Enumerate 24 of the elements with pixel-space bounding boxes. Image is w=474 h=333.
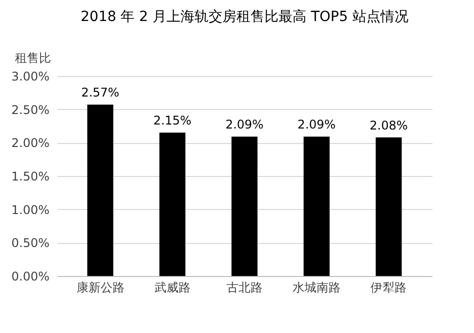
data-label: 2.09%	[225, 118, 264, 132]
bar	[87, 104, 114, 276]
y-tick-label: 2.50%	[11, 102, 50, 117]
bar	[304, 136, 330, 276]
y-tick-label: 0.00%	[11, 270, 50, 284]
x-tick-label: 古北路	[226, 280, 262, 294]
bar	[376, 137, 402, 276]
chart-title: 2018 年 2 月上海轨交房租售比最高 TOP5 站点情况	[80, 9, 408, 25]
y-tick-label: 2.00%	[11, 136, 50, 150]
y-tick-label: 1.50%	[11, 170, 50, 184]
x-tick-label: 水城南路	[292, 280, 341, 294]
data-label: 2.08%	[370, 118, 408, 132]
data-label: 2.57%	[81, 86, 120, 100]
data-label: 2.15%	[153, 114, 192, 128]
y-tick-label: 1.00%	[11, 202, 50, 217]
x-tick-label: 伊犁路	[370, 280, 407, 294]
y-axis-title: 租售比	[15, 51, 51, 65]
data-label: 2.09%	[298, 118, 336, 132]
y-tick-label: 0.50%	[11, 236, 50, 250]
x-tick-label: 武威路	[154, 280, 190, 294]
x-tick-label: 康新公路	[76, 280, 124, 294]
bar	[232, 136, 258, 276]
y-tick-label: 3.00%	[11, 70, 50, 84]
bar	[159, 132, 186, 276]
